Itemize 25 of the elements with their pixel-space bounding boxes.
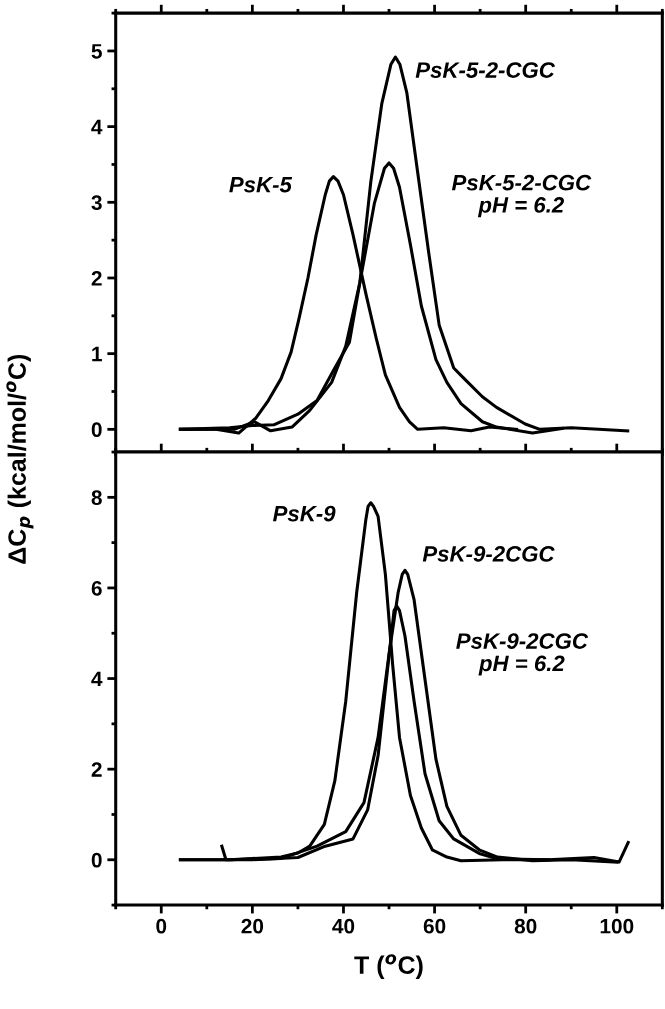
x-tick-label: 60	[423, 918, 446, 934]
x-tick-label: 0	[156, 918, 167, 934]
y-tick-label: 8	[91, 490, 102, 506]
x-tick-label: 20	[241, 918, 264, 934]
y-tick-label: 2	[91, 270, 102, 286]
x-tick-label: 100	[600, 918, 634, 934]
y-tick-label: 3	[91, 195, 102, 211]
annotation: PsK-5	[229, 176, 293, 193]
annotation: PsK-5-2-CGC pH = 6.2	[451, 174, 592, 218]
annotation: PsK-9-2CGC pH = 6.2	[456, 633, 589, 676]
y-tick-label: 1	[92, 346, 102, 362]
y-tick-label: 4	[91, 119, 103, 135]
x-tick-label: 40	[332, 918, 355, 934]
annotation: PsK-9	[272, 505, 336, 522]
annotation: PsK-9-2CGC	[422, 546, 555, 562]
y-tick-label: 0	[91, 422, 102, 438]
x-axis-title: T ($^{o}$C)	[354, 954, 423, 979]
y-tick-label: 0	[91, 852, 102, 868]
y-tick-label: 5	[91, 44, 102, 59]
x-tick-label: 80	[514, 918, 537, 934]
y-tick-label: 2	[91, 762, 102, 777]
y-tick-label: 6	[91, 580, 102, 596]
y-axis-title: ΔC$_{p}$ (kcal/mol/$^{o}$C)	[6, 354, 34, 564]
annotation: PsK-5-2-CGC	[415, 62, 556, 78]
y-tick-label: 4	[91, 671, 103, 687]
